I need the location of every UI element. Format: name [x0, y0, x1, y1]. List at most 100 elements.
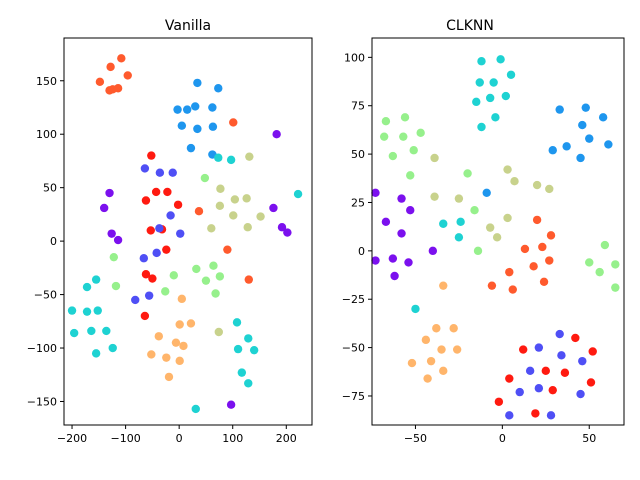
- vanilla-scatter-point: [123, 71, 132, 80]
- vanilla-scatter-point: [166, 211, 175, 220]
- vanilla-scatter-point: [176, 229, 185, 238]
- vanilla-scatter-point: [208, 122, 218, 131]
- clknn-scatter-point: [586, 378, 596, 387]
- clknn-scatter-point: [595, 267, 604, 277]
- vanilla-scatter-point: [201, 276, 211, 285]
- vanilla-scatter-point: [226, 400, 236, 409]
- clknn-y-tick-label: 0: [358, 245, 365, 258]
- vanilla-scatter-point: [177, 294, 187, 304]
- vanilla-scatter-point: [99, 203, 109, 213]
- vanilla-scatter-point: [215, 201, 225, 211]
- clknn-scatter-point: [439, 366, 448, 376]
- clknn-scatter-point: [571, 333, 580, 343]
- vanilla-scatter-point: [214, 153, 223, 162]
- clknn-scatter-point: [477, 57, 486, 66]
- vanilla-x-tick-label: 100: [222, 432, 243, 445]
- clknn-scatter-point: [406, 206, 415, 215]
- vanilla-scatter-point: [131, 295, 140, 305]
- vanilla-scatter-point: [194, 206, 204, 216]
- vanilla-scatter-point: [193, 78, 202, 88]
- clknn-scatter-point: [463, 169, 472, 178]
- clknn-scatter-point: [611, 260, 620, 269]
- clknn-scatter-point: [539, 277, 549, 287]
- vanilla-scatter-point: [102, 326, 111, 336]
- clknn-scatter-point: [529, 262, 538, 271]
- clknn-scatter-point: [421, 335, 431, 345]
- vanilla-scatter-point: [171, 338, 181, 347]
- clknn-scatter-point: [611, 283, 620, 292]
- vanilla-scatter-point: [69, 328, 79, 338]
- clknn-scatter-point: [406, 171, 415, 180]
- vanilla-scatter-point: [82, 282, 92, 292]
- vanilla-y-tick-label: 0: [50, 235, 57, 248]
- vanilla-scatter-point: [144, 291, 154, 300]
- vanilla-scatter-point: [191, 404, 200, 414]
- vanilla-scatter-point: [91, 349, 101, 358]
- vanilla-scatter-point: [105, 86, 114, 95]
- clknn-scatter-point: [452, 345, 462, 354]
- vanilla-scatter-point: [269, 203, 278, 213]
- vanilla-scatter-point: [173, 105, 182, 114]
- clknn-y-tick-label: 100: [344, 51, 365, 64]
- vanilla-scatter-point: [182, 105, 192, 114]
- clknn-scatter-point: [485, 93, 495, 103]
- vanilla-y-tick-label: −150: [27, 395, 57, 408]
- vanilla-scatter-point: [168, 168, 177, 177]
- vanilla-scatter-point: [186, 143, 196, 153]
- vanilla-scatter-point: [216, 184, 225, 193]
- clknn-scatter-point: [557, 351, 566, 360]
- vanilla-panel: Vanilla −200 −100 0 100 200 −150 −100 −50 0 50 100…: [27, 18, 313, 445]
- vanilla-scatter-point: [243, 223, 252, 232]
- vanilla-x-tick-label: 0: [176, 432, 183, 445]
- clknn-scatter-point: [545, 256, 554, 265]
- clknn-scatter-point: [576, 389, 585, 399]
- clknn-scatter-point: [416, 128, 425, 138]
- clknn-scatter-point: [485, 223, 495, 232]
- vanilla-scatter-point: [256, 212, 265, 221]
- clknn-scatter-point: [532, 215, 542, 225]
- vanilla-x-tick-label: −100: [110, 432, 140, 445]
- clknn-scatter-point: [404, 258, 413, 267]
- clknn-y-tick-label: −25: [342, 293, 365, 306]
- vanilla-scatter-point: [152, 248, 161, 258]
- clknn-scatter-point: [585, 134, 594, 143]
- clknn-y-tick-label: −50: [342, 342, 365, 355]
- vanilla-scatter-point: [232, 318, 242, 327]
- clknn-scatter-point: [503, 213, 512, 223]
- vanilla-y-tick-label: −100: [27, 342, 57, 355]
- clknn-scatter-point: [525, 366, 535, 376]
- clknn-scatter-point: [428, 246, 438, 256]
- clknn-axes-frame: [371, 37, 625, 426]
- vanilla-scatter-point: [169, 271, 179, 280]
- vanilla-y-tick-label: 150: [36, 75, 57, 88]
- clknn-scatter-point: [399, 132, 408, 141]
- vanilla-scatter-point: [106, 62, 115, 72]
- vanilla-title: Vanilla: [165, 18, 211, 34]
- vanilla-scatter-points: [67, 54, 303, 414]
- clknn-x-tick-label: 50: [582, 432, 596, 445]
- clknn-scatter-point: [430, 153, 439, 163]
- clknn-scatter-point: [371, 188, 380, 197]
- vanilla-scatter-point: [223, 245, 232, 254]
- vanilla-scatter-point: [141, 270, 151, 279]
- vanilla-scatter-point: [242, 194, 251, 203]
- clknn-scatter-point: [426, 356, 436, 366]
- clknn-scatter-point: [407, 358, 417, 368]
- vanilla-scatter-point: [162, 245, 171, 254]
- clknn-scatter-point: [430, 192, 439, 201]
- vanilla-scatter-point: [87, 326, 96, 336]
- vanilla-scatter-point: [208, 103, 217, 112]
- vanilla-scatter-point: [209, 261, 218, 270]
- vanilla-scatter-point: [173, 200, 183, 209]
- clknn-y-tick-label: 50: [351, 148, 365, 161]
- clknn-scatter-point: [390, 271, 399, 281]
- clknn-scatter-point: [439, 281, 448, 290]
- clknn-scatter-point: [508, 285, 517, 294]
- clknn-scatter-point: [423, 374, 432, 383]
- vanilla-scatter-point: [108, 343, 117, 353]
- clknn-scatter-point: [411, 304, 420, 314]
- clknn-scatter-points: [371, 55, 620, 420]
- vanilla-scatter-point: [277, 223, 287, 232]
- vanilla-scatter-point: [293, 189, 303, 199]
